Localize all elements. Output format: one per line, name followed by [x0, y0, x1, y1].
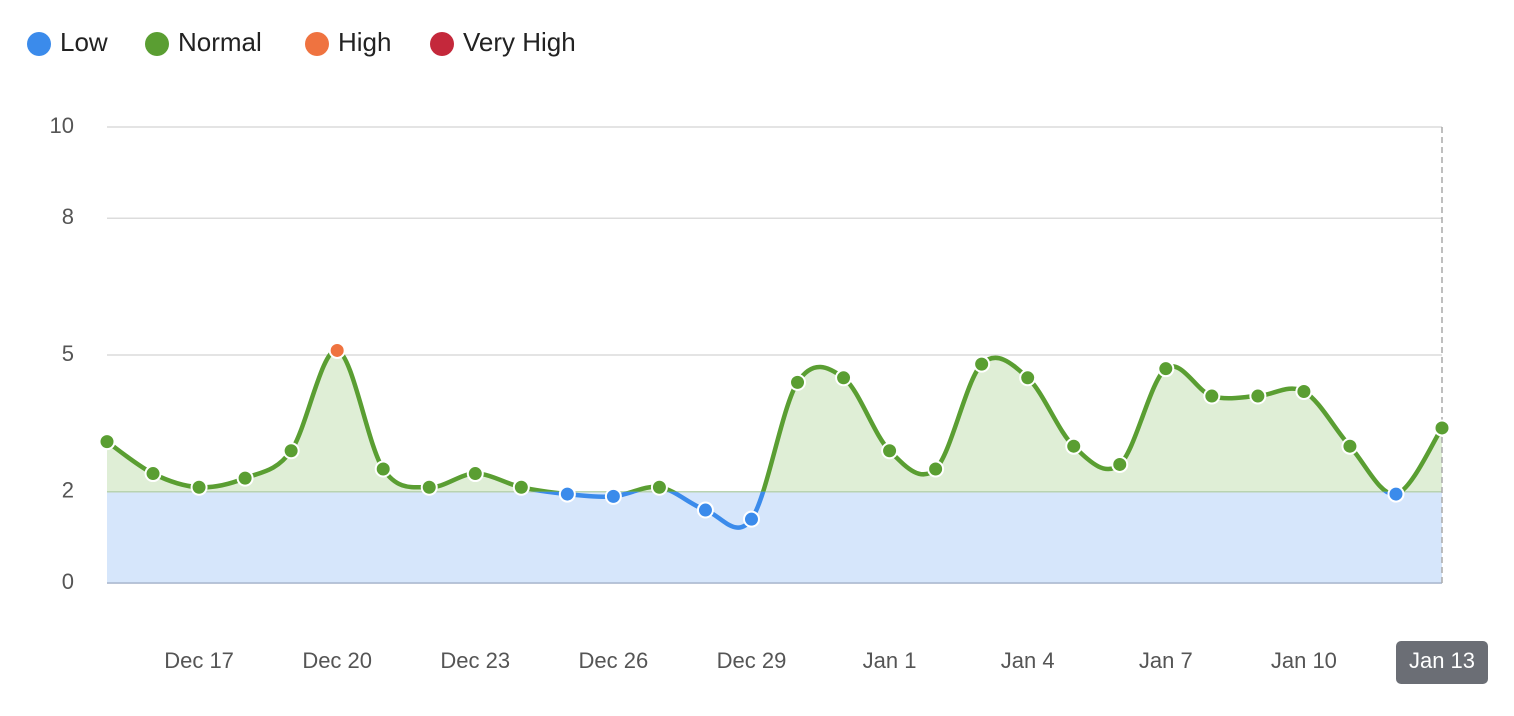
normal-area — [107, 350, 1442, 492]
x-tick-label: Jan 7 — [1139, 648, 1193, 673]
legend-label: Low — [60, 27, 108, 57]
legend-label: Very High — [463, 27, 576, 57]
data-point — [190, 478, 208, 496]
data-point — [144, 465, 162, 483]
low-band — [107, 491, 1442, 583]
data-point — [328, 341, 346, 359]
data-point — [1249, 387, 1267, 405]
data-point — [1019, 369, 1037, 387]
x-tick-label: Dec 20 — [302, 648, 372, 673]
legend-marker — [27, 32, 51, 56]
data-point — [236, 469, 254, 487]
data-point — [835, 369, 853, 387]
data-point — [650, 478, 668, 496]
x-tick-label: Dec 17 — [164, 648, 234, 673]
data-point — [466, 465, 484, 483]
x-label-highlight — [1396, 641, 1488, 684]
data-point — [420, 478, 438, 496]
data-point — [98, 433, 116, 451]
data-point — [742, 510, 760, 528]
legend-marker — [305, 32, 329, 56]
legend-label: Normal — [178, 27, 262, 57]
data-point — [1387, 485, 1405, 503]
data-point — [927, 460, 945, 478]
y-tick-label: 5 — [62, 341, 74, 366]
legend-marker — [430, 32, 454, 56]
x-tick-label: Dec 23 — [440, 648, 510, 673]
data-point — [374, 460, 392, 478]
x-tick-label: Dec 29 — [717, 648, 787, 673]
y-tick-label: 0 — [62, 569, 74, 594]
data-point — [604, 487, 622, 505]
x-tick-label: Jan 4 — [1001, 648, 1055, 673]
y-tick-label: 10 — [50, 113, 74, 138]
data-point — [789, 373, 807, 391]
data-point — [1157, 360, 1175, 378]
data-point — [1433, 419, 1451, 437]
data-point — [696, 501, 714, 519]
x-tick-label: Jan 10 — [1271, 648, 1337, 673]
data-point — [558, 485, 576, 503]
x-tick-label: Jan 13 — [1409, 648, 1475, 673]
x-tick-label: Jan 1 — [863, 648, 917, 673]
data-point — [1295, 382, 1313, 400]
data-point — [282, 442, 300, 460]
data-point — [1341, 437, 1359, 455]
data-point — [1111, 455, 1129, 473]
data-point — [881, 442, 899, 460]
data-point — [1203, 387, 1221, 405]
x-tick-label: Dec 26 — [579, 648, 649, 673]
y-tick-label: 2 — [62, 478, 74, 503]
data-point — [1065, 437, 1083, 455]
legend-label: High — [338, 27, 391, 57]
data-point — [973, 355, 991, 373]
legend-marker — [145, 32, 169, 56]
y-tick-label: 8 — [62, 204, 74, 229]
data-point — [512, 478, 530, 496]
